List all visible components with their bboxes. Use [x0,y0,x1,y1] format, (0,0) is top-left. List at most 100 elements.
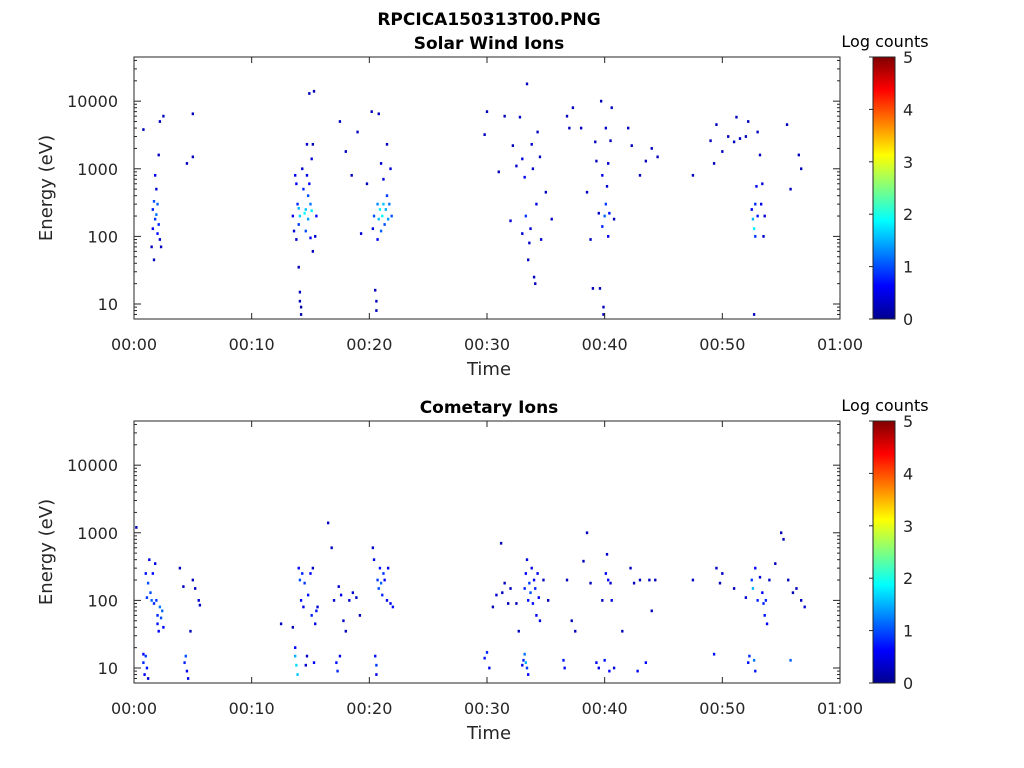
y-tick-label: 1000 [77,524,118,543]
spectrogram-cell [547,599,550,602]
spectrogram-cell [159,616,163,620]
spectrogram-cell [761,182,764,186]
spectrogram-cell [146,677,150,680]
spectrogram-cell [310,157,313,161]
spectrogram-cell [279,622,283,626]
x-axis-cometary: 00:00 00:10 00:20 00:30 00:40 00:50 01:00 [111,421,863,718]
spectrogram-cell [150,599,153,602]
spectrogram-cell [756,599,759,602]
spectrogram-cell [304,663,307,667]
spectrogram-cell [182,585,185,588]
spectrogram-cell [638,173,642,177]
spectrogram-cell [152,258,156,262]
spectrogram-cell [162,625,165,629]
spectrogram-cell [799,599,803,602]
spectrogram-cell [744,596,748,599]
spectrogram-cell [787,578,790,582]
spectrogram-cell [157,629,160,633]
spectrogram-cell [375,299,378,303]
spectrogram-cell [759,202,763,206]
spectrogram-cell [359,232,363,235]
spectrogram-cell [774,562,777,565]
spectrogram-cell [632,581,636,585]
spectrogram-cell [594,140,597,144]
spectrogram-cell [608,669,611,673]
spectrogram-cell [156,614,159,617]
spectrogram-cell [534,282,537,286]
spectrogram-cell [308,92,311,95]
spectrogram-cell [527,258,530,262]
spectrogram-cell [712,652,716,656]
spectrogram-cell [385,142,389,146]
spectrogram-cell [797,153,800,157]
spectrogram-cell [379,162,383,165]
spectrogram-cell [292,229,296,233]
spectrogram-cell [750,578,753,582]
spectrogram-cell [521,157,524,161]
spectrogram-cell [332,599,336,602]
spectrogram-cell [390,214,393,218]
spectrogram-cell [374,288,377,292]
spectrogram-cell [591,287,595,290]
spectrogram-cell [311,250,315,253]
spectrogram-cell [601,173,604,177]
spectrogram-cell [612,666,616,670]
colorbar-tick-label: 1 [903,622,913,641]
spectrogram-cell [338,120,342,123]
colorbar-tick-label: 5 [903,412,913,431]
spectrogram-cell [389,602,392,605]
spectrogram-cell [582,559,585,563]
spectrogram-cell [306,194,310,198]
spectrogram-cell [145,666,149,670]
spectrogram-cell [527,673,530,676]
spectrogram-cell [385,194,389,198]
spectrogram-cell [529,227,532,231]
spectrogram-cell [538,619,542,623]
spectrogram-cell [377,587,380,590]
spectrogram-cell [311,142,315,146]
spectrogram-cell [143,673,146,676]
spectrogram-cell [295,238,298,241]
spectrogram-cell [376,202,379,206]
spectrogram-cell [157,223,160,226]
colorbar-tick-label: 4 [903,464,913,483]
x-axis-solar-wind: 00:00 00:10 00:20 00:30 00:40 00:50 01:00 [111,57,863,354]
colorbar-tick-label: 2 [903,569,913,588]
spectrogram-cell [752,658,756,662]
spectrogram-cell [789,658,792,662]
spectrogram-cell [156,202,159,206]
spectrogram-cell [764,599,768,602]
spectrogram-cell [523,652,526,656]
y-tick-label: 10 [98,659,118,678]
spectrogram-cell [312,89,316,93]
spectrogram-cell [585,190,589,194]
spectrogram-cell [525,558,529,562]
spectrogram-cell [747,661,750,665]
spectrogram-cell [185,669,189,673]
spectrogram-cell [158,120,162,123]
spectrogram-cell [336,669,339,673]
colorbar-label: Log counts [841,32,928,51]
spectrogram-cell [604,202,608,206]
spectrogram-cell [386,566,390,570]
spectrogram-cell [381,214,384,218]
spectrogram-cell [799,167,803,171]
spectrogram-cell [297,566,300,570]
spectrogram-cell [151,227,154,231]
spectrogram-cell [531,602,535,605]
spectrogram-cell [294,173,297,177]
spectrogram-cell [375,673,378,676]
panel-title-solar-wind: Solar Wind Ions [414,34,565,54]
spectrogram-cell [768,578,771,582]
spectrogram-cell [194,587,197,590]
spectrogram-cell [609,581,612,585]
spectrogram-cell [644,661,648,665]
spectrogram-cell [365,182,369,186]
spectrogram-cell [763,214,766,218]
spectrogram-cell [630,144,633,147]
spectrogram-cell [191,578,195,582]
spectrogram-cell [524,572,527,575]
spectrogram-cell [803,605,806,609]
spectrogram-cell [563,666,566,670]
spectrogram-cell [721,572,724,575]
